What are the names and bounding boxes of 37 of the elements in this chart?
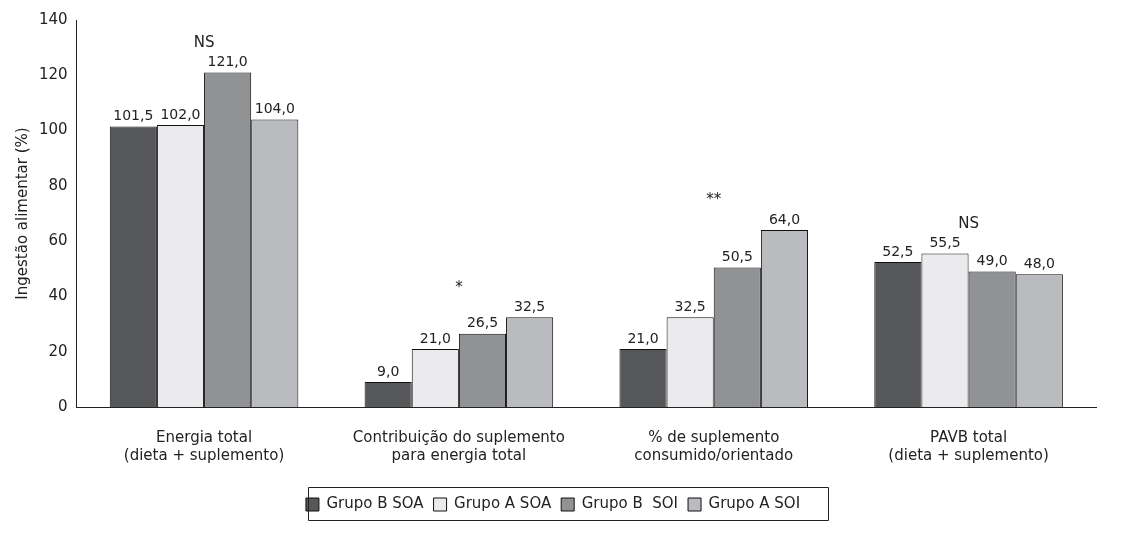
data-label: 21,0: [627, 329, 659, 346]
data-label: 52,5: [882, 242, 914, 259]
x-tick-label: Contribuição do suplemento para energia total: [352, 427, 565, 464]
y-tick-label: 20: [48, 341, 68, 360]
data-label: 49,0: [976, 252, 1008, 269]
annotation: NS: [958, 213, 979, 232]
y-tick-label: 120: [38, 65, 68, 84]
data-label: 26,5: [466, 314, 499, 331]
y-tick-label: 40: [48, 286, 68, 305]
data-label: 50,5: [721, 248, 753, 265]
annotation: NS: [193, 32, 215, 51]
data-label: 55,5: [929, 234, 961, 251]
annotation: *: [455, 277, 464, 296]
x-tick-label: PAVB total (dieta + suplemento): [888, 427, 1049, 464]
data-label: 32,5: [514, 297, 546, 314]
y-tick-label: 0: [58, 396, 68, 415]
data-label: 102,0: [160, 105, 201, 122]
y-tick-label: 60: [48, 231, 68, 250]
data-label: 48,0: [1023, 254, 1055, 271]
data-label: 21,0: [419, 329, 451, 346]
y-tick-label: 100: [38, 120, 68, 139]
data-label: 101,5: [113, 107, 154, 124]
y-tick-label: 80: [48, 175, 68, 194]
legend-label: Grupo A SOI: [708, 494, 801, 513]
x-tick-label: Energia total (dieta + suplemento): [123, 427, 285, 464]
x-tick-label: % de suplemento consumido/orientado: [634, 427, 794, 464]
legend-label: Grupo B SOI: [581, 494, 679, 513]
annotation: **: [706, 190, 722, 209]
legend-label: Grupo B SOA: [326, 494, 425, 513]
legend-label: Grupo A SOA: [454, 494, 552, 513]
data-label: 64,0: [768, 210, 801, 227]
y-axis-title: Ingestão alimentar (%): [12, 127, 31, 300]
data-label: 121,0: [207, 53, 248, 70]
data-label: 9,0: [377, 362, 400, 379]
data-label: 104,0: [254, 100, 295, 117]
y-tick-label: 140: [38, 9, 68, 28]
data-label: 32,5: [674, 297, 706, 314]
